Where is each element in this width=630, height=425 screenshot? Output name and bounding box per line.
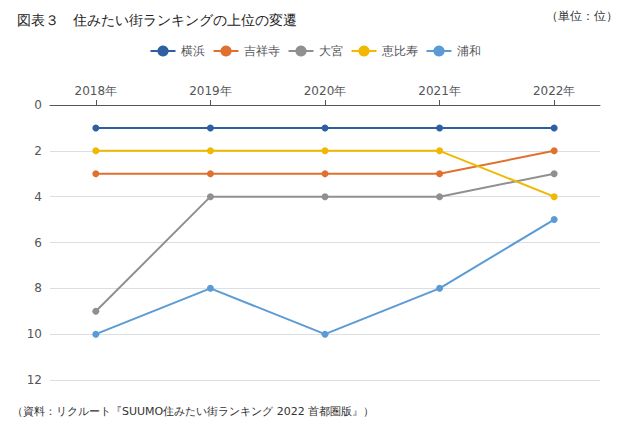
svg-text:2: 2	[34, 144, 42, 158]
svg-text:2019年: 2019年	[189, 84, 232, 98]
svg-text:2022年: 2022年	[533, 84, 576, 98]
svg-text:浦和: 浦和	[457, 44, 481, 58]
svg-text:4: 4	[34, 190, 42, 204]
svg-text:8: 8	[34, 281, 42, 295]
svg-text:大宮: 大宮	[319, 44, 343, 58]
svg-text:横浜: 横浜	[181, 44, 205, 58]
svg-text:（資料：リクルート『SUUMO住みたい街ランキング 2022: （資料：リクルート『SUUMO住みたい街ランキング 2022 首都圏版』）	[12, 405, 374, 418]
svg-text:6: 6	[34, 236, 42, 250]
svg-text:2021年: 2021年	[418, 84, 461, 98]
svg-text:12: 12	[27, 373, 42, 387]
svg-text:（単位：位）: （単位：位）	[546, 9, 618, 23]
svg-text:10: 10	[27, 327, 42, 341]
svg-text:図表３ 住みたい街ランキングの上位の変遷: 図表３ 住みたい街ランキングの上位の変遷	[17, 12, 297, 28]
svg-text:恵比寿: 恵比寿	[381, 44, 418, 58]
svg-text:2018年: 2018年	[75, 84, 118, 98]
svg-text:2020年: 2020年	[304, 84, 347, 98]
svg-text:0: 0	[34, 98, 42, 112]
svg-text:吉祥寺: 吉祥寺	[244, 44, 280, 58]
